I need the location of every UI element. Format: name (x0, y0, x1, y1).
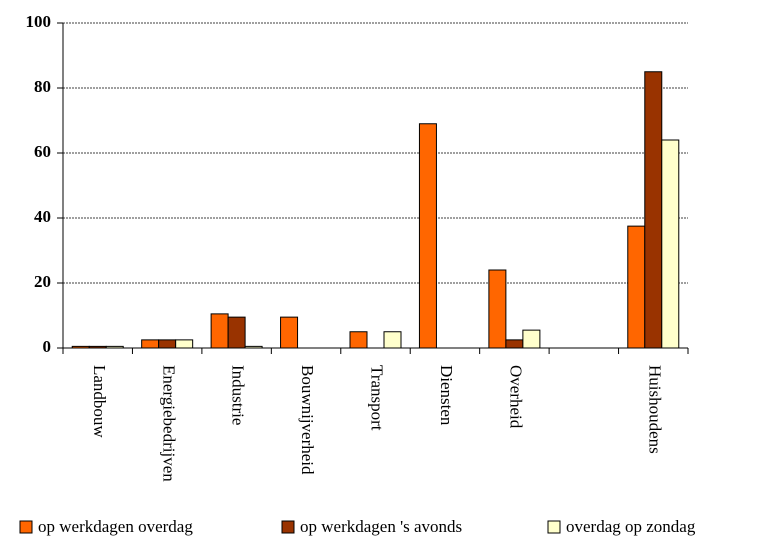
x-tick-label: Energiebedrijven (159, 365, 178, 482)
bar (522, 329, 541, 349)
bar (227, 316, 246, 349)
y-tick-label: 60 (34, 142, 51, 161)
y-tick-label: 80 (34, 77, 51, 96)
legend-swatch (19, 520, 33, 534)
legend-label: overdag op zondag (566, 517, 696, 536)
y-tick-label: 20 (34, 272, 51, 291)
legend-swatch (281, 520, 295, 534)
x-tick-label: Huishoudens (645, 365, 664, 454)
x-tick-label: Transport (368, 365, 387, 431)
bar (175, 339, 194, 349)
bar (141, 339, 160, 349)
legend-swatch (547, 520, 561, 534)
x-tick-label: Overheid (506, 365, 525, 429)
bar (210, 313, 229, 349)
legend-label: op werkdagen 's avonds (300, 517, 462, 536)
bar (383, 331, 402, 349)
bar (280, 316, 299, 349)
x-tick-label: Landbouw (90, 365, 109, 438)
x-tick-label: Diensten (437, 365, 456, 426)
bar (644, 71, 663, 349)
y-tick-label: 40 (34, 207, 51, 226)
y-tick-label: 0 (43, 337, 52, 356)
x-labels: Landbouw Energiebedrijven Industrie Bouwnij… (90, 365, 665, 482)
y-tick-label: 100 (26, 12, 52, 31)
bar (418, 123, 437, 349)
bar (349, 331, 368, 349)
x-tick-label: Industrie (229, 365, 248, 425)
bar (661, 139, 680, 349)
bar (158, 339, 177, 349)
legend-label: op werkdagen overdag (38, 517, 193, 536)
x-tick-label: Bouwnijverheid (298, 365, 317, 475)
bar (505, 339, 524, 349)
bar (488, 269, 507, 349)
bar (627, 225, 646, 349)
